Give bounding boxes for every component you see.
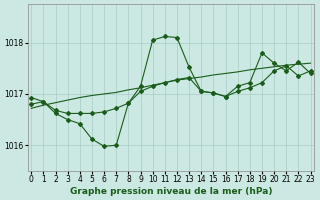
X-axis label: Graphe pression niveau de la mer (hPa): Graphe pression niveau de la mer (hPa) [70,187,272,196]
